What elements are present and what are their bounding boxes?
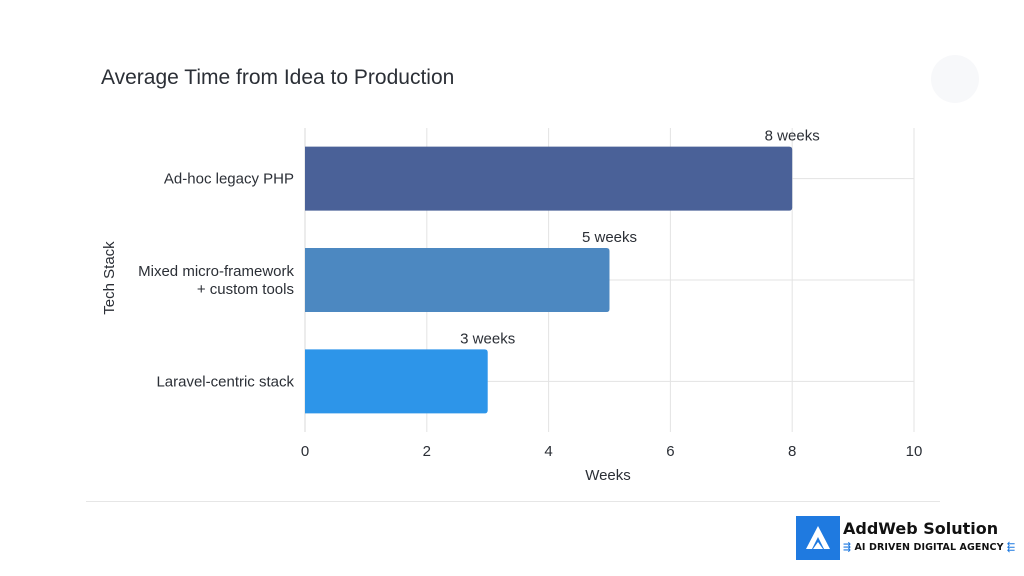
bars: [305, 146, 793, 414]
footer-divider: [86, 501, 940, 502]
x-tick-label: 2: [423, 443, 431, 460]
data-labels: 8 weeks 5 weeks 3 weeks: [460, 128, 820, 348]
decorative-circle: [931, 55, 979, 103]
category-label: Laravel-centric stack: [156, 373, 294, 390]
bar: [305, 248, 610, 312]
bar: [305, 349, 488, 414]
category-label: + custom tools: [197, 281, 294, 298]
category-labels: Ad-hoc legacy PHP Mixed micro-framework+ …: [138, 171, 294, 391]
brand-tagline-row: ⇶ AI DRIVEN DIGITAL AGENCY ⬱: [843, 542, 1015, 553]
brand-block: AddWeb Solution ⇶ AI DRIVEN DIGITAL AGEN…: [796, 516, 1015, 562]
x-tick-label: 0: [301, 443, 309, 460]
category-label: Mixed micro-framework: [138, 263, 294, 280]
x-axis-label: Weeks: [585, 467, 631, 484]
arrows-left-icon: ⬱: [1007, 542, 1015, 553]
x-tick-label: 6: [666, 443, 674, 460]
bar: [305, 146, 793, 211]
x-tick-labels: 0 2 4 6 8 10: [301, 443, 923, 460]
brand-tagline: AI DRIVEN DIGITAL AGENCY: [854, 542, 1004, 553]
x-tick-label: 8: [788, 443, 796, 460]
data-label: 3 weeks: [460, 330, 515, 347]
x-tick-label: 4: [544, 443, 552, 460]
data-label: 5 weeks: [582, 229, 637, 246]
addweb-logo-icon: [796, 516, 840, 560]
arrows-right-icon: ⇶: [843, 542, 852, 553]
brand-name: AddWeb Solution: [843, 519, 999, 538]
y-axis-label: Tech Stack: [101, 241, 118, 315]
x-tick-label: 10: [906, 443, 923, 460]
data-label: 8 weeks: [765, 128, 820, 145]
category-label: Ad-hoc legacy PHP: [164, 171, 294, 188]
chart-title: Average Time from Idea to Production: [101, 66, 455, 89]
